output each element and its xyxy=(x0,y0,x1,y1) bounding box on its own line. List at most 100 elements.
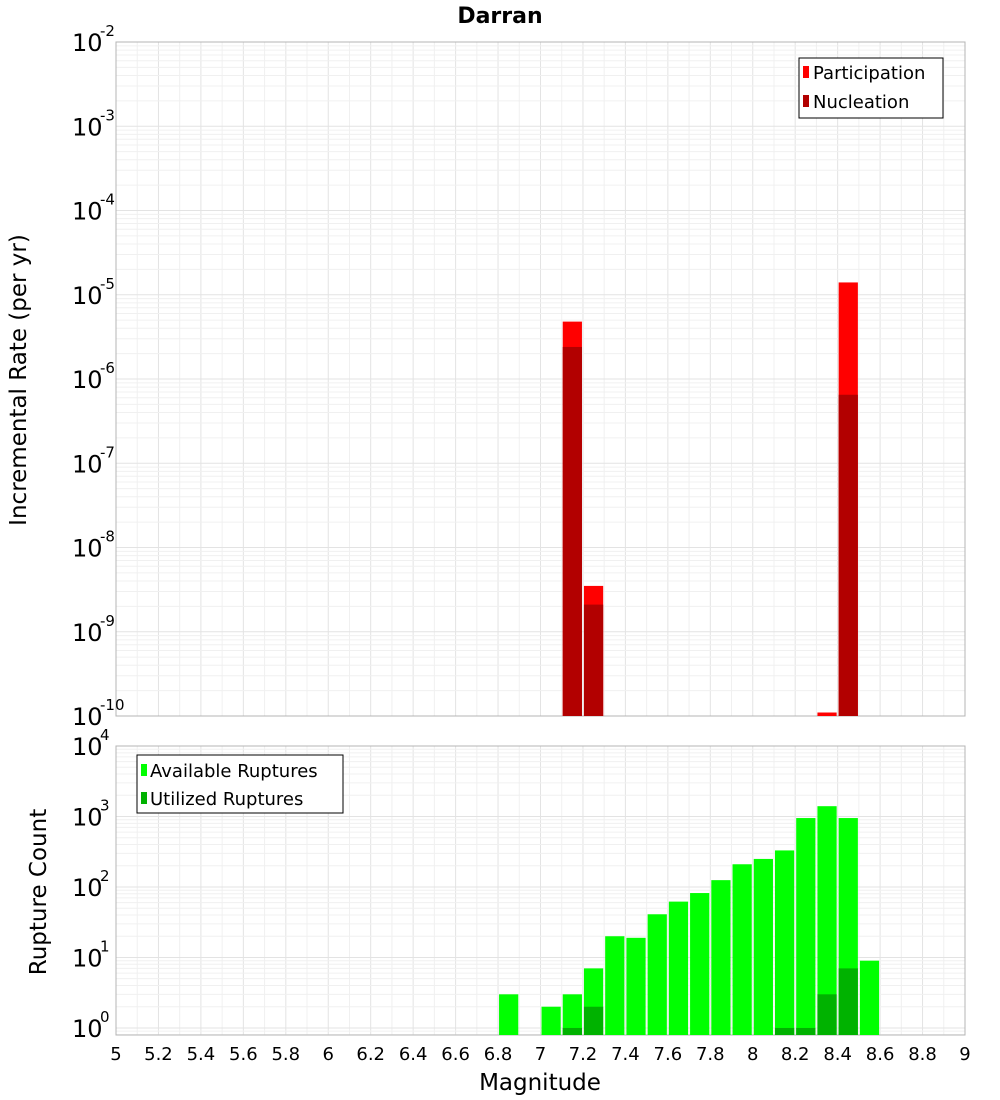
bottom-y-tick-exponent: 0 xyxy=(100,1008,110,1026)
bottom-bar-available-ruptures xyxy=(668,901,689,1035)
bottom-bar-available-ruptures xyxy=(753,858,773,1035)
top-plot-bars xyxy=(562,282,858,716)
top-y-tick-labels: 10-210-310-410-510-610-710-810-910-10 xyxy=(72,22,125,731)
bottom-legend: Available Ruptures Utilized Ruptures xyxy=(136,754,344,814)
top-legend-box xyxy=(798,57,944,119)
top-y-tick-exponent: -8 xyxy=(100,528,115,546)
legend-label-nucleation: Nucleation xyxy=(813,92,909,113)
bottom-plot-frame xyxy=(115,745,966,1036)
top-y-tick-label: 10 xyxy=(72,282,103,310)
x-tick-label: 7 xyxy=(535,1044,546,1065)
legend-label-available: Available Ruptures xyxy=(150,761,318,782)
x-tick-label: 5 xyxy=(110,1044,121,1065)
x-tick-label: 6.6 xyxy=(441,1044,470,1065)
bottom-bar-available-ruptures xyxy=(647,914,667,1035)
top-bar-participation xyxy=(817,712,837,716)
x-tick-label: 7.6 xyxy=(654,1044,683,1065)
bottom-y-tick-exponent: 2 xyxy=(100,867,110,885)
bottom-y-axis-label: Rupture Count xyxy=(26,809,52,975)
top-y-tick-exponent: -3 xyxy=(100,106,115,124)
top-legend: Participation Nucleation xyxy=(798,57,944,119)
legend-label-participation: Participation xyxy=(813,63,925,84)
x-tick-label: 8.4 xyxy=(823,1044,852,1065)
bottom-bar-utilized-ruptures xyxy=(774,1027,795,1035)
top-y-tick-exponent: -2 xyxy=(100,22,115,40)
bottom-y-tick-exponent: 3 xyxy=(100,796,110,814)
bottom-y-tick-exponent: 1 xyxy=(100,937,110,955)
bottom-bar-available-ruptures xyxy=(859,960,880,1035)
bottom-bar-available-ruptures xyxy=(605,936,625,1035)
bottom-bar-available-ruptures xyxy=(499,994,519,1035)
top-y-tick-label: 10 xyxy=(72,619,103,647)
bottom-y-tick-label: 10 xyxy=(72,803,103,831)
bottom-bar-utilized-ruptures xyxy=(562,1027,582,1035)
top-y-tick-label: 10 xyxy=(72,113,103,141)
legend-swatch-available xyxy=(141,764,147,776)
bottom-bar-available-ruptures xyxy=(732,864,752,1035)
bottom-y-tick-label: 10 xyxy=(72,733,103,761)
top-y-tick-exponent: -7 xyxy=(100,443,115,461)
bottom-bar-available-ruptures xyxy=(562,994,582,1035)
legend-swatch-utilized xyxy=(141,792,147,804)
top-y-tick-exponent: -10 xyxy=(100,696,125,714)
top-y-tick-exponent: -9 xyxy=(100,612,115,630)
top-plot-frame xyxy=(115,41,966,717)
legend-swatch-participation xyxy=(803,66,809,78)
bottom-y-tick-label: 10 xyxy=(72,874,103,902)
top-y-tick-exponent: -4 xyxy=(100,191,115,209)
x-tick-label: 5.6 xyxy=(229,1044,258,1065)
x-tick-label: 8.2 xyxy=(781,1044,810,1065)
x-tick-label: 8.8 xyxy=(908,1044,937,1065)
bottom-y-tick-exponent: 4 xyxy=(100,726,110,744)
top-y-tick-label: 10 xyxy=(72,535,103,563)
bottom-bar-utilized-ruptures xyxy=(796,1027,816,1035)
bottom-y-tick-label: 10 xyxy=(72,1015,103,1043)
top-y-tick-label: 10 xyxy=(72,198,103,226)
x-tick-label: 7.2 xyxy=(569,1044,598,1065)
top-bar-nucleation xyxy=(838,394,858,716)
top-y-tick-label: 10 xyxy=(72,450,103,478)
bottom-bar-utilized-ruptures xyxy=(817,994,837,1035)
bottom-bar-available-ruptures xyxy=(541,1006,561,1035)
bottom-bar-available-ruptures xyxy=(817,806,837,1035)
x-tick-label: 6.4 xyxy=(399,1044,428,1065)
bottom-bar-utilized-ruptures xyxy=(838,968,858,1035)
bottom-legend-box xyxy=(136,754,344,814)
legend-swatch-nucleation xyxy=(803,95,809,107)
x-tick-label: 5.2 xyxy=(144,1044,173,1065)
top-plot-grid xyxy=(115,42,966,717)
x-tick-labels: 5 5.2 5.4 5.6 5.8 6 6.2 6.4 6.6 6.8 7 7.2 7.4 7.6 7.8 8… xyxy=(110,1044,970,1065)
top-y-tick-exponent: -6 xyxy=(100,359,115,377)
bottom-bar-available-ruptures xyxy=(626,937,646,1035)
bottom-bar-available-ruptures xyxy=(690,893,710,1035)
bottom-plot-bars xyxy=(499,806,880,1035)
bottom-y-tick-label: 10 xyxy=(72,944,103,972)
x-tick-label: 6.8 xyxy=(484,1044,513,1065)
bottom-bar-available-ruptures xyxy=(711,880,731,1035)
chart-title: Darran xyxy=(457,4,542,29)
x-tick-label: 7.4 xyxy=(611,1044,640,1065)
x-tick-label: 8.6 xyxy=(866,1044,895,1065)
bottom-bar-utilized-ruptures xyxy=(583,1006,604,1035)
x-tick-label: 5.8 xyxy=(271,1044,300,1065)
top-bar-nucleation xyxy=(583,604,604,716)
x-tick-label: 6.2 xyxy=(356,1044,385,1065)
x-tick-label: 6 xyxy=(323,1044,334,1065)
top-bar-nucleation xyxy=(562,346,582,716)
legend-label-utilized: Utilized Ruptures xyxy=(150,789,303,810)
top-y-tick-label: 10 xyxy=(72,366,103,394)
bottom-bar-available-ruptures xyxy=(774,850,795,1035)
top-y-axis-label: Incremental Rate (per yr) xyxy=(6,234,32,526)
top-y-tick-exponent: -5 xyxy=(100,275,115,293)
x-tick-label: 8 xyxy=(747,1044,758,1065)
top-y-tick-label: 10 xyxy=(72,703,103,731)
x-tick-label: 7.8 xyxy=(696,1044,725,1065)
x-tick-label: 9 xyxy=(959,1044,970,1065)
top-y-tick-label: 10 xyxy=(72,29,103,57)
x-axis-label: Magnitude xyxy=(479,1070,601,1096)
x-tick-label: 5.4 xyxy=(187,1044,216,1065)
bottom-bar-available-ruptures xyxy=(796,818,816,1035)
